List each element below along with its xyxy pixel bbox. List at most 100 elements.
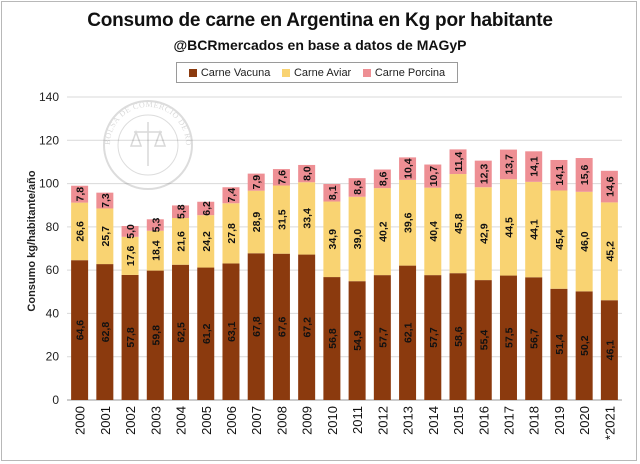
data-label-vacuna-2014: 57,7 bbox=[428, 327, 440, 348]
x-tick-label-2018: 2018 bbox=[527, 406, 542, 435]
data-label-porcina-2015: 11,4 bbox=[453, 152, 465, 172]
legend-item-vacuna: Carne Vacuna bbox=[188, 66, 271, 79]
data-label-vacuna-2000: 64,6 bbox=[75, 320, 87, 341]
bar-porcina-2000 bbox=[71, 185, 89, 203]
x-tick-label-2002: 2002 bbox=[123, 406, 138, 435]
data-label-porcina-2017: 13,7 bbox=[503, 154, 515, 175]
data-label-porcina-2009: 8,0 bbox=[302, 166, 314, 181]
x-tick-label-2014: 2014 bbox=[426, 406, 441, 435]
data-label-aviar-2014: 40,4 bbox=[428, 221, 440, 242]
bar-aviar-2001 bbox=[96, 208, 114, 265]
data-label-vacuna-2015: 58,6 bbox=[453, 326, 465, 347]
bar-porcina-2009 bbox=[298, 164, 316, 183]
data-label-aviar-2018: 44,1 bbox=[529, 219, 541, 240]
data-label-vacuna-2008: 67,6 bbox=[276, 316, 288, 337]
bar-porcina-2007 bbox=[247, 173, 265, 191]
bar-porcina-2012 bbox=[373, 169, 391, 189]
bar-aviar-2004 bbox=[172, 217, 190, 265]
data-label-aviar-2013: 39,6 bbox=[403, 212, 415, 233]
bar-vacuna-2007 bbox=[247, 253, 265, 400]
bar-aviar-2005 bbox=[197, 215, 215, 268]
data-label-porcina-2011: 8,6 bbox=[352, 180, 364, 195]
bar-vacuna-2000 bbox=[71, 260, 89, 400]
data-label-aviar-2008: 31,5 bbox=[276, 209, 288, 230]
x-tick-label-2009: 2009 bbox=[300, 406, 315, 435]
bar-vacuna-2013 bbox=[399, 265, 417, 400]
data-label-porcina-2010: 8,1 bbox=[327, 185, 339, 200]
bars: 64,6 26,6 7,8 62,8 25,7 7,3 57,8 17,6 5,0 59,8 18,… bbox=[71, 149, 618, 400]
data-label-vacuna-2020: 50,2 bbox=[579, 335, 591, 356]
data-label-aviar-2000: 26,6 bbox=[75, 221, 87, 242]
legend-swatch-aviar bbox=[281, 68, 290, 77]
y-tick-label-40: 40 bbox=[46, 306, 60, 320]
data-label-aviar-2017: 44,5 bbox=[503, 217, 515, 238]
bar-porcina-2002 bbox=[121, 225, 139, 237]
bar-porcina-2005 bbox=[197, 201, 215, 216]
watermark-seal: BOLSA DE COMERCIO DE ROSARIO bbox=[0, 0, 193, 190]
x-tick-label-2006: 2006 bbox=[224, 406, 239, 435]
bar-aviar-2002 bbox=[121, 236, 139, 275]
data-label-aviar-2001: 25,7 bbox=[100, 226, 112, 247]
x-tick-label-2001: 2001 bbox=[98, 406, 113, 435]
x-tick-label-2008: 2008 bbox=[274, 406, 289, 435]
data-label-porcina-2005: 6,2 bbox=[201, 201, 213, 216]
watermark-text: BOLSA DE COMERCIO DE ROSARIO bbox=[0, 0, 193, 146]
data-label-porcina-2006: 7,4 bbox=[226, 188, 238, 203]
bar-vacuna-2014 bbox=[424, 275, 442, 400]
bar-vacuna-2008 bbox=[272, 253, 290, 400]
bar-vacuna-2015 bbox=[449, 273, 467, 400]
bar-vacuna-2001 bbox=[96, 264, 114, 400]
data-label-aviar-2002: 17,6 bbox=[125, 245, 137, 266]
bar-vacuna-2017 bbox=[499, 275, 517, 400]
legend-label-vacuna: Carne Vacuna bbox=[200, 66, 271, 79]
bar-vacuna-2020 bbox=[575, 291, 593, 400]
bar-porcina-2008 bbox=[272, 169, 290, 186]
data-label-aviar-2005: 24,2 bbox=[201, 231, 213, 252]
legend-swatch-porcina bbox=[362, 68, 371, 77]
y-tick-label-100: 100 bbox=[39, 177, 59, 191]
y-tick-label-140: 140 bbox=[39, 90, 59, 104]
bar-aviar-2019 bbox=[550, 190, 568, 289]
bar-porcina-2010 bbox=[323, 184, 341, 202]
data-label-vacuna-2003: 59,8 bbox=[150, 325, 162, 346]
data-label-aviar-2020: 46,0 bbox=[579, 231, 591, 252]
legend-label-porcina: Carne Porcina bbox=[374, 66, 446, 79]
data-label-porcina-2002: 5,0 bbox=[125, 224, 137, 239]
data-label-aviar-2021: 45,2 bbox=[604, 241, 616, 262]
bar-porcina-2016 bbox=[474, 160, 492, 188]
bar-aviar-2000 bbox=[71, 202, 89, 261]
bar-aviar-2003 bbox=[146, 230, 164, 271]
bar-vacuna-2019 bbox=[550, 288, 568, 400]
data-label-vacuna-2011: 54,9 bbox=[352, 330, 364, 351]
y-axis-label: Consumo kg/habitante/año bbox=[26, 170, 38, 311]
bar-vacuna-2011 bbox=[348, 281, 366, 400]
x-tick-label-2004: 2004 bbox=[174, 406, 189, 435]
data-label-vacuna-2004: 62,5 bbox=[176, 322, 188, 343]
data-label-aviar-2016: 42,9 bbox=[478, 223, 490, 244]
legend-item-aviar: Carne Aviar bbox=[281, 67, 351, 79]
data-label-vacuna-2013: 62,1 bbox=[403, 322, 415, 343]
data-label-aviar-2006: 27,8 bbox=[226, 223, 238, 244]
legend-item-porcina: Carne Porcina bbox=[362, 66, 446, 79]
chart-subtitle: @BCRmercados en base a datos de MAGyP bbox=[173, 37, 467, 53]
bar-aviar-2014 bbox=[424, 187, 442, 276]
y-tick-label-0: 0 bbox=[52, 393, 59, 407]
x-tick-label-2005: 2005 bbox=[199, 406, 214, 435]
data-label-vacuna-2007: 67,8 bbox=[251, 316, 263, 337]
x-tick-label-2016: 2016 bbox=[476, 406, 491, 435]
x-tick-label-2003: 2003 bbox=[148, 406, 163, 435]
data-label-porcina-2000: 7,8 bbox=[75, 187, 87, 202]
bar-vacuna-2002 bbox=[121, 274, 139, 400]
data-label-vacuna-2009: 67,2 bbox=[302, 317, 314, 338]
data-label-aviar-2012: 40,2 bbox=[377, 221, 389, 242]
data-label-porcina-2021: 14,6 bbox=[604, 176, 616, 197]
bar-aviar-2021 bbox=[600, 202, 618, 301]
bar-vacuna-2016 bbox=[474, 280, 492, 400]
bar-aviar-2009 bbox=[298, 182, 316, 255]
data-label-porcina-2012: 8,6 bbox=[377, 171, 389, 186]
data-label-aviar-2015: 45,8 bbox=[453, 213, 465, 234]
x-tick-label-2019: 2019 bbox=[552, 406, 567, 435]
bar-porcina-2021 bbox=[600, 170, 618, 203]
x-tick-label-2007: 2007 bbox=[249, 406, 264, 435]
